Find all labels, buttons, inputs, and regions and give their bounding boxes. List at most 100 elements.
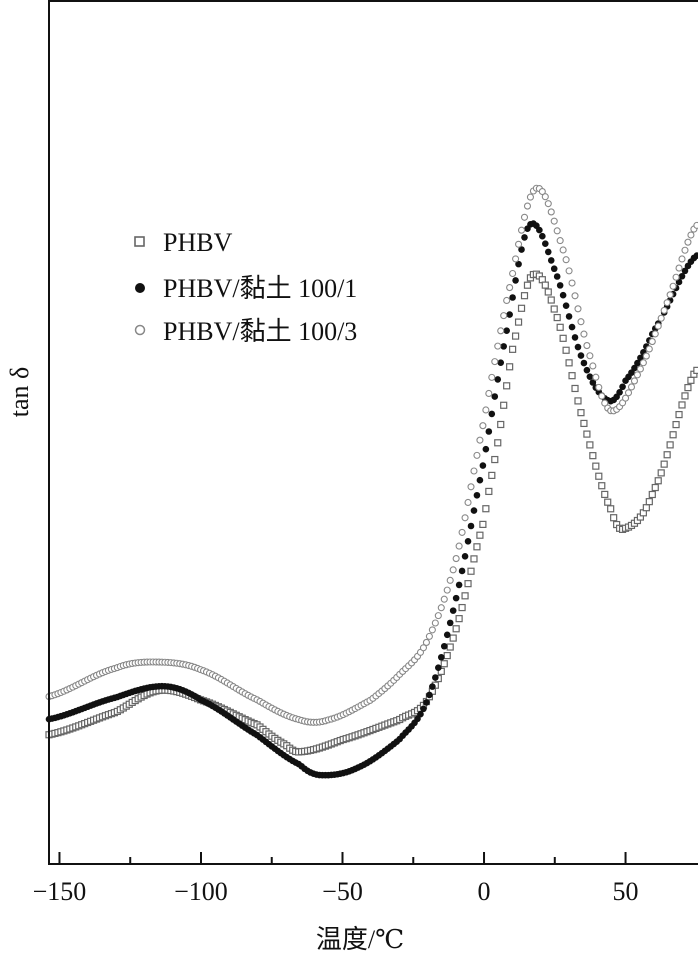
data-point [654, 477, 662, 485]
data-point [565, 267, 573, 275]
data-point [494, 439, 502, 447]
data-point [562, 346, 570, 354]
data-point [547, 296, 555, 304]
data-point [479, 520, 487, 528]
data-point [642, 352, 650, 360]
data-point [645, 498, 653, 506]
data-point [446, 576, 454, 584]
series-2 [45, 184, 698, 726]
data-point [574, 305, 582, 313]
data-point [467, 483, 475, 491]
data-point [592, 373, 600, 381]
data-point [577, 352, 585, 359]
data-point [574, 397, 582, 405]
data-point [538, 187, 546, 196]
data-point [452, 625, 460, 633]
data-point [521, 234, 528, 241]
data-point [500, 401, 508, 409]
data-point [621, 394, 630, 402]
data-point [672, 420, 680, 429]
data-point [577, 409, 585, 417]
data-point [544, 288, 552, 296]
plot-frame [48, 0, 698, 865]
data-point [571, 334, 579, 341]
data-point [476, 476, 484, 484]
data-point [503, 327, 510, 334]
data-point [458, 528, 466, 536]
data-point [610, 514, 618, 522]
data-point [684, 384, 692, 392]
data-point [473, 451, 481, 459]
y-axis-title: tan δ [5, 367, 34, 418]
data-point [461, 592, 469, 600]
data-point [422, 638, 430, 646]
data-point [497, 420, 505, 429]
data-point [583, 342, 591, 350]
data-point [467, 567, 475, 575]
data-point [446, 643, 454, 651]
data-point [544, 248, 552, 256]
data-point [556, 323, 564, 331]
data-point [627, 383, 636, 391]
data-point [455, 581, 463, 589]
data-point [580, 419, 588, 428]
plot-marks [45, 184, 698, 779]
data-point [616, 388, 623, 396]
data-point [681, 392, 689, 400]
data-point [693, 366, 698, 374]
data-point [601, 490, 609, 499]
data-point [443, 631, 451, 639]
data-point [693, 252, 698, 259]
data-point [482, 505, 490, 513]
data-point [589, 452, 597, 460]
x-tick-label: −150 [33, 877, 87, 906]
data-point [550, 217, 558, 225]
data-point [461, 553, 469, 560]
data-point [512, 277, 519, 284]
data-point [660, 460, 668, 468]
data-point [476, 531, 484, 539]
data-point [511, 332, 520, 340]
data-point [562, 256, 570, 264]
data-point [423, 699, 430, 706]
data-point [553, 227, 561, 235]
data-point [473, 543, 481, 551]
data-point [461, 514, 469, 522]
data-point [592, 462, 600, 470]
data-point [568, 279, 576, 287]
legend-marker-phbv-clay-100-1 [135, 283, 145, 293]
data-point [455, 615, 463, 623]
data-point [437, 653, 445, 661]
data-point [435, 664, 442, 671]
data-point [506, 311, 513, 318]
x-tick-label: −50 [322, 877, 363, 906]
data-point [574, 343, 582, 351]
data-point [568, 323, 576, 331]
data-point [464, 580, 472, 588]
data-point [539, 232, 546, 240]
legend-marker-phbv [134, 236, 145, 247]
data-point [654, 322, 662, 330]
data-point [604, 498, 612, 506]
data-point [500, 343, 507, 350]
data-point [417, 710, 424, 718]
x-tick-label: 0 [478, 877, 491, 906]
data-point [598, 392, 606, 400]
data-point [651, 330, 659, 338]
data-point [550, 305, 558, 313]
data-point [512, 255, 520, 263]
data-point [619, 383, 626, 391]
data-point [485, 487, 493, 496]
data-point [669, 431, 677, 439]
data-point [541, 193, 549, 201]
data-point [470, 555, 478, 563]
data-point [666, 291, 674, 299]
data-point [509, 269, 517, 278]
data-point [583, 430, 591, 438]
data-point [500, 312, 508, 320]
data-point [541, 281, 549, 289]
data-point [556, 237, 564, 245]
data-point [666, 441, 674, 449]
data-point [515, 260, 522, 268]
data-point [485, 389, 493, 398]
